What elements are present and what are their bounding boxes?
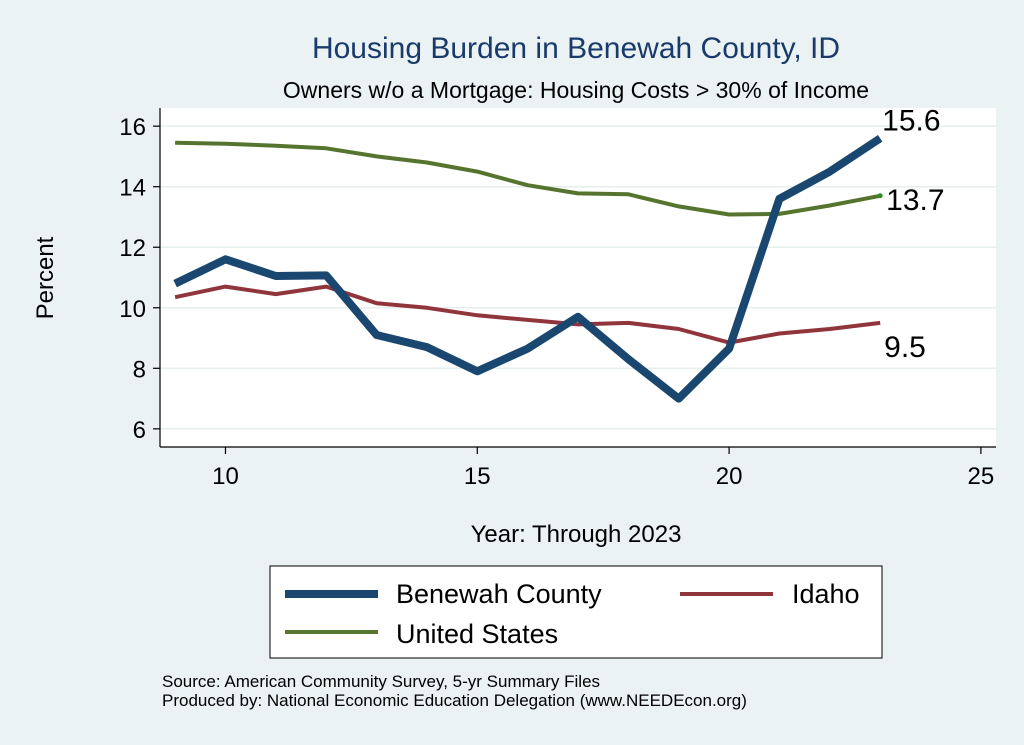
x-axis-label: Year: Through 2023 [471, 521, 682, 548]
series-line-united-states [175, 140, 881, 217]
y-tick-label: 12 [119, 235, 146, 262]
chart-subtitle: Owners w/o a Mortgage: Housing Costs > 3… [283, 77, 869, 103]
producer-note: Produced by: National Economic Education… [162, 691, 747, 710]
y-tick-label: 14 [119, 175, 146, 202]
end-label-benewah-county: 15.6 [882, 104, 940, 137]
series-line-idaho [174, 284, 881, 345]
y-tick-label: 10 [119, 296, 146, 323]
legend: Benewah County Idaho United States [269, 565, 883, 659]
x-tick-label: 15 [464, 463, 491, 490]
source-note: Source: American Community Survey, 5-yr … [162, 672, 601, 691]
series-lines [173, 134, 883, 403]
end-label-united-states: 13.7 [886, 184, 944, 217]
legend-label-benewah: Benewah County [396, 579, 602, 609]
x-tick-label: 20 [716, 463, 743, 490]
end-label-idaho: 9.5 [884, 331, 926, 364]
y-axis-label: Percent [32, 236, 59, 319]
axes [159, 108, 996, 448]
legend-label-idaho: Idaho [792, 579, 860, 609]
y-tick-label: 16 [119, 114, 146, 141]
y-tick-label: 6 [133, 417, 146, 444]
chart-title: Housing Burden in Benewah County, ID [312, 32, 840, 65]
x-tick-label: 10 [212, 463, 239, 490]
tick-labels: 6 8 10 12 14 16 10 15 20 25 [119, 114, 994, 490]
endpoint-marker-united-states [877, 193, 883, 199]
gridlines [160, 125, 996, 430]
end-labels: 15.6 9.5 13.7 [877, 104, 945, 364]
x-tick-label: 25 [968, 463, 995, 490]
legend-label-us: United States [396, 619, 558, 649]
y-tick-label: 8 [133, 356, 146, 383]
series-line-benewah-county [173, 134, 883, 403]
legend-box [269, 565, 883, 659]
